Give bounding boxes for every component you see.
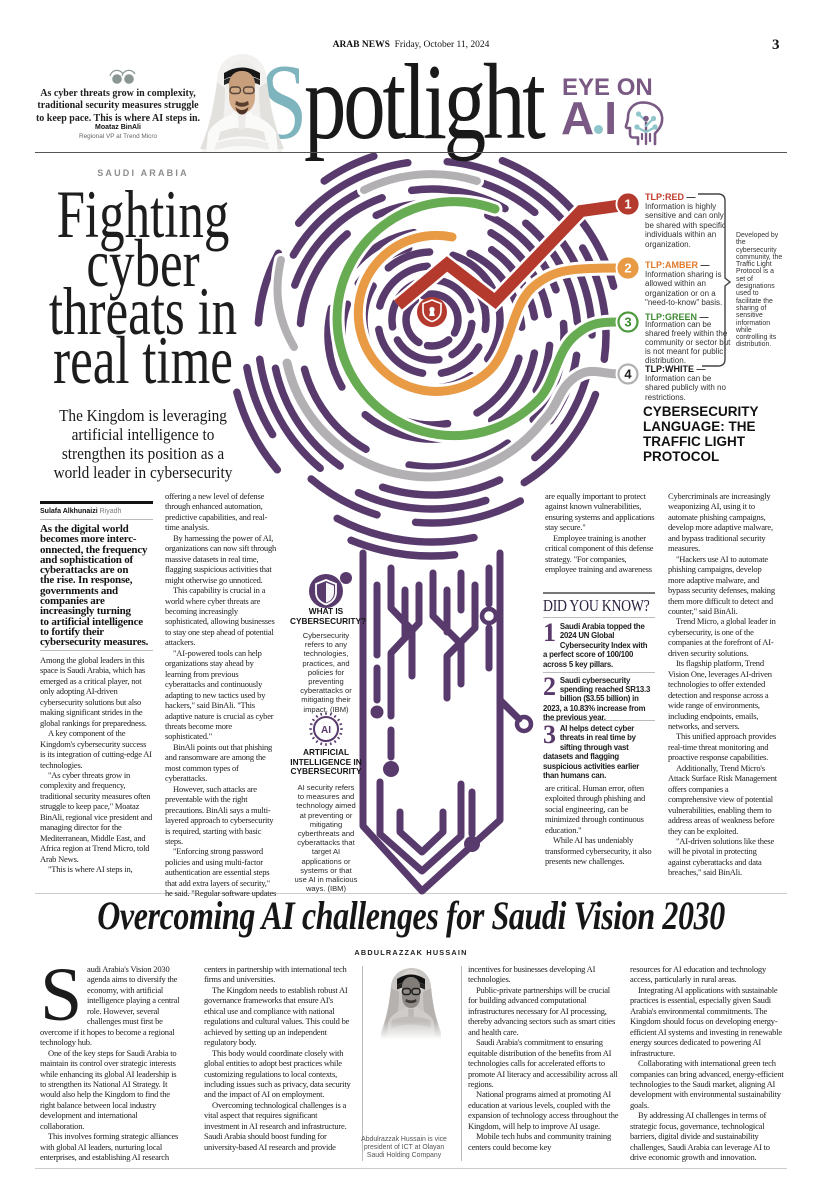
- svg-text:AI: AI: [321, 725, 331, 736]
- svg-text:1: 1: [624, 197, 631, 212]
- svg-text:4: 4: [624, 367, 632, 382]
- svg-text:2: 2: [624, 261, 631, 276]
- svg-text:3: 3: [624, 315, 631, 330]
